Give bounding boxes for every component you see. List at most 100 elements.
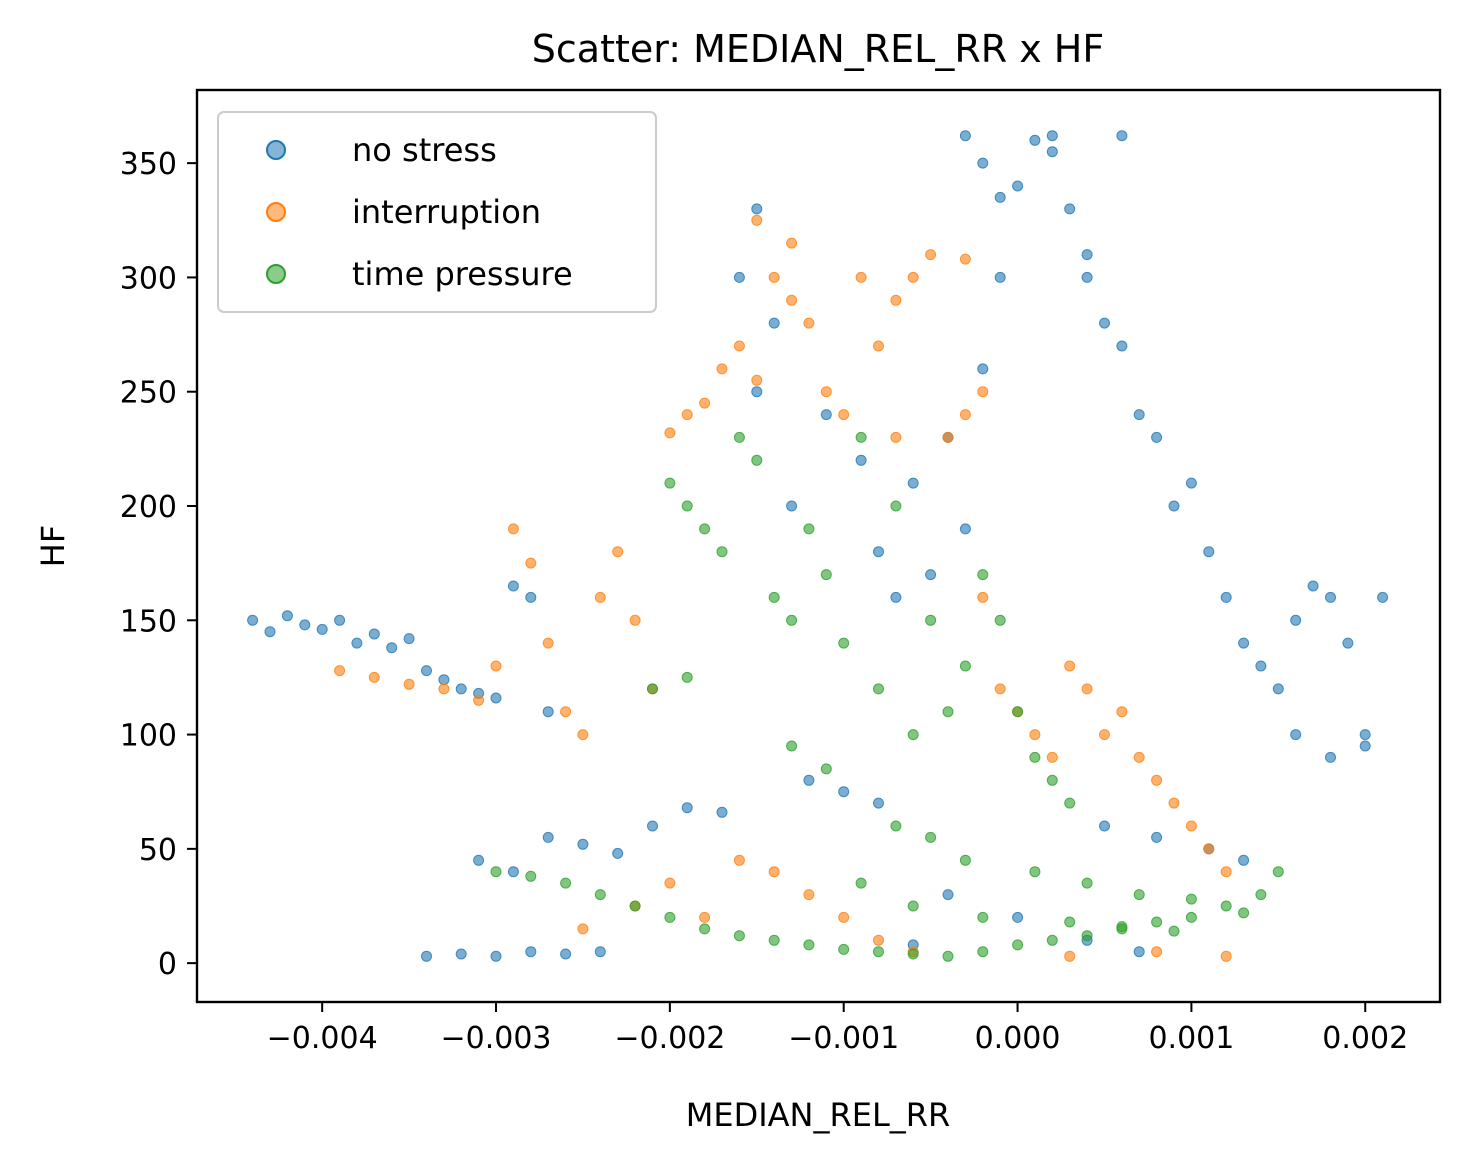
point-no-stress-11	[438, 674, 450, 686]
legend-label-no-stress: no stress	[352, 131, 497, 169]
point-no-stress-64	[1307, 580, 1319, 592]
x-tick-label-5: 0.001	[1148, 1021, 1234, 1056]
point-no-stress-12	[455, 683, 467, 695]
point-interruption-48	[577, 923, 589, 935]
series-interruption	[334, 214, 1232, 962]
point-no-stress-32	[751, 203, 763, 215]
point-no-stress-57	[1185, 477, 1197, 489]
y-axis: 0 50 100 150 200 250 300 350	[120, 147, 197, 982]
point-interruption-38	[1064, 660, 1076, 672]
point-no-stress-58	[1203, 546, 1215, 558]
point-interruption-44	[1168, 797, 1180, 809]
point-no-stress-81	[1099, 820, 1110, 832]
point-interruption-32	[959, 409, 971, 421]
point-time-pressure-63	[1064, 916, 1076, 928]
point-no-stress-63	[1290, 614, 1302, 626]
point-time-pressure-19	[1151, 916, 1163, 928]
y-tick-label-5: 250	[120, 376, 177, 411]
y-tick-label-2: 100	[120, 719, 177, 754]
point-time-pressure-59	[1238, 907, 1250, 919]
point-time-pressure-20	[1185, 911, 1197, 923]
point-no-stress-14	[490, 692, 502, 704]
point-no-stress-30	[681, 802, 693, 814]
point-no-stress-72	[959, 130, 971, 142]
point-interruption-12	[612, 546, 624, 558]
point-interruption-56	[873, 934, 884, 946]
point-interruption-2	[403, 678, 415, 690]
point-interruption-39	[1081, 683, 1093, 695]
point-no-stress-68	[1377, 591, 1389, 603]
point-time-pressure-47	[1064, 797, 1076, 809]
point-no-stress-47	[1012, 180, 1024, 192]
point-no-stress-33	[733, 271, 745, 283]
point-interruption-21	[768, 271, 780, 283]
point-no-stress-85	[942, 889, 954, 901]
point-no-stress-1	[264, 626, 276, 638]
point-time-pressure-49	[681, 671, 693, 683]
point-interruption-62	[786, 237, 798, 249]
point-time-pressure-21	[1220, 900, 1232, 912]
point-time-pressure-17	[1081, 930, 1093, 942]
y-tick-label-3: 150	[120, 604, 177, 639]
point-time-pressure-37	[890, 500, 902, 512]
point-no-stress-65	[1325, 591, 1336, 603]
y-tick-label-4: 200	[120, 490, 177, 525]
point-time-pressure-24	[664, 477, 676, 489]
point-interruption-33	[977, 591, 989, 603]
point-no-stress-76	[994, 191, 1006, 203]
point-no-stress-16	[525, 591, 537, 603]
point-no-stress-60	[1238, 637, 1250, 649]
point-interruption-47	[1220, 866, 1232, 878]
point-interruption-60	[1220, 950, 1232, 962]
point-time-pressure-2	[560, 877, 572, 889]
point-no-stress-77	[1081, 271, 1093, 283]
point-interruption-8	[542, 637, 554, 649]
legend: no stress interruption time pressure	[217, 111, 657, 313]
point-no-stress-18	[421, 950, 432, 962]
point-no-stress-49	[1046, 146, 1058, 158]
point-time-pressure-34	[838, 637, 850, 649]
point-interruption-53	[768, 866, 780, 878]
point-interruption-18	[716, 363, 728, 375]
point-no-stress-31	[716, 806, 728, 818]
point-time-pressure-65	[1168, 925, 1180, 937]
legend-box	[217, 111, 657, 313]
point-interruption-46	[1203, 843, 1215, 855]
point-no-stress-36	[786, 500, 798, 512]
point-no-stress-84	[1238, 854, 1250, 866]
point-interruption-24	[820, 386, 832, 398]
y-tick-label-0: 0	[158, 947, 177, 982]
point-time-pressure-5	[664, 911, 676, 923]
point-time-pressure-33	[820, 569, 832, 581]
point-time-pressure-32	[803, 523, 815, 535]
point-no-stress-80	[873, 797, 884, 809]
point-interruption-25	[838, 409, 850, 421]
point-time-pressure-23	[1272, 866, 1284, 878]
point-no-stress-5	[334, 614, 346, 626]
point-interruption-64	[959, 253, 971, 265]
point-no-stress-71	[1290, 729, 1302, 741]
x-axis: −0.004 −0.003 −0.002 −0.001 0.000 0.001 0.002	[267, 1002, 1408, 1056]
point-time-pressure-52	[890, 820, 902, 832]
point-no-stress-61	[1255, 660, 1267, 672]
legend-marker-interruption	[266, 202, 286, 222]
point-no-stress-51	[1081, 249, 1093, 261]
point-time-pressure-30	[768, 591, 780, 603]
point-no-stress-19	[455, 948, 467, 960]
point-no-stress-73	[977, 157, 989, 169]
point-no-stress-82	[1151, 831, 1163, 843]
point-interruption-41	[1116, 706, 1128, 718]
point-interruption-36	[1029, 729, 1041, 741]
point-no-stress-9	[403, 633, 415, 645]
point-time-pressure-62	[977, 911, 989, 923]
y-tick-label-1: 50	[139, 833, 177, 868]
point-interruption-45	[1185, 820, 1197, 832]
point-no-stress-44	[959, 523, 971, 535]
point-no-stress-75	[1116, 130, 1128, 142]
legend-marker-no-stress	[266, 140, 286, 160]
point-interruption-28	[890, 431, 902, 443]
point-time-pressure-60	[855, 877, 867, 889]
point-interruption-54	[803, 889, 815, 901]
point-interruption-10	[577, 729, 589, 741]
